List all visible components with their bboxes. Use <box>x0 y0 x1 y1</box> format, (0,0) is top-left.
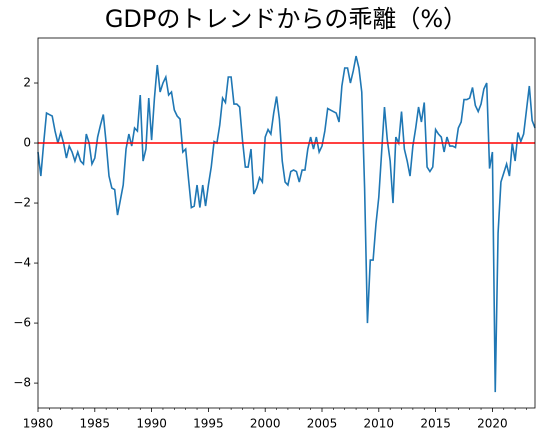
x-tick-label: 1995 <box>193 417 224 431</box>
data-line <box>37 55 536 393</box>
chart-title: GDPのトレンドからの乖離（%） <box>105 5 467 33</box>
x-tick-label: 2020 <box>477 417 508 431</box>
y-tick-label: 0 <box>23 136 31 150</box>
x-tick-label: 2005 <box>307 417 338 431</box>
y-tick-label: −8 <box>13 376 31 390</box>
x-tick-label: 2000 <box>250 417 281 431</box>
x-tick-label: 2015 <box>420 417 451 431</box>
y-tick-label: −6 <box>13 316 31 330</box>
x-tick-label: 2010 <box>364 417 395 431</box>
y-tick-label: −4 <box>13 256 31 270</box>
y-tick-label: −2 <box>13 196 31 210</box>
plot-frame <box>37 37 536 409</box>
x-tick-label: 1985 <box>80 417 111 431</box>
y-tick-label: 2 <box>23 76 31 90</box>
x-tick-label: 1990 <box>136 417 167 431</box>
x-tick-label: 1980 <box>23 417 54 431</box>
